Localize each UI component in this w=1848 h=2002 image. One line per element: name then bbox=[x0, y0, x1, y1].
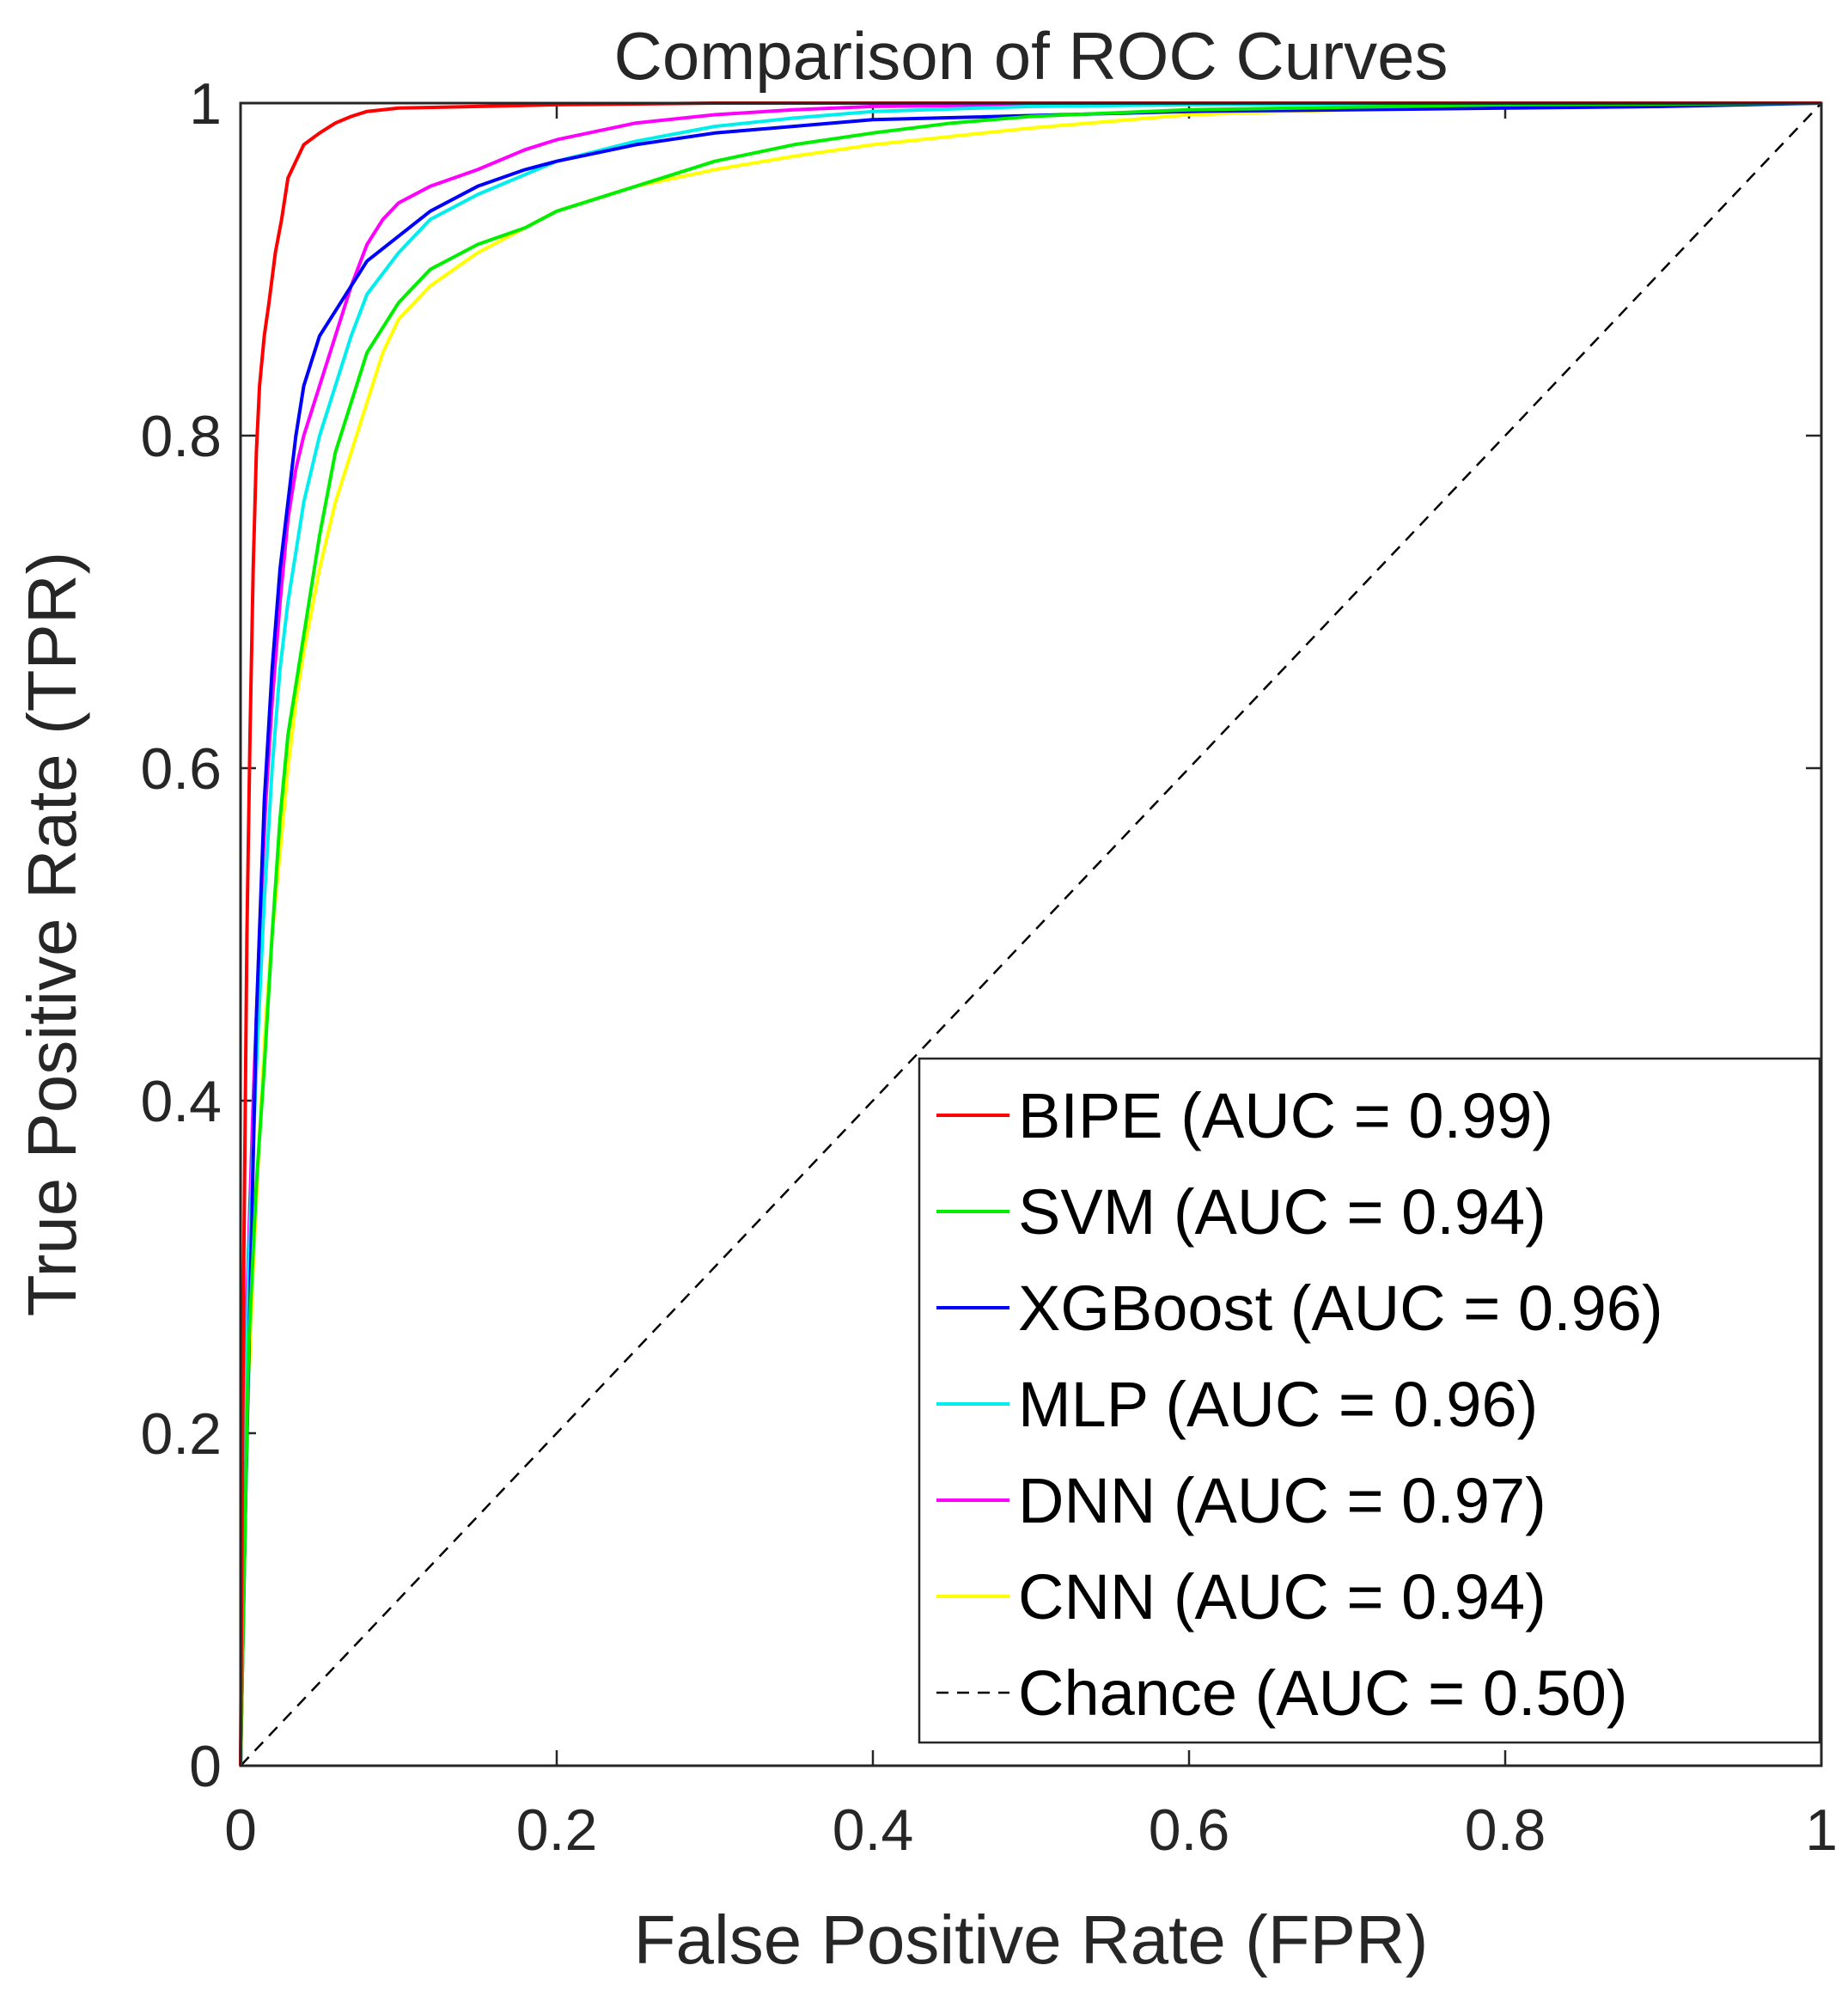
legend-label-xgboost: XGBoost (AUC = 0.96) bbox=[1018, 1273, 1663, 1344]
roc-curve-chance bbox=[240, 102, 1822, 1767]
legend-label-cnn: CNN (AUC = 0.94) bbox=[1018, 1561, 1546, 1633]
legend-label-svm: SVM (AUC = 0.94) bbox=[1018, 1176, 1546, 1248]
y-tick-label: 0.4 bbox=[140, 1069, 222, 1134]
y-tick-label: 0 bbox=[189, 1734, 222, 1799]
legend-label-dnn: DNN (AUC = 0.97) bbox=[1018, 1465, 1546, 1536]
x-tick-label: 0.4 bbox=[833, 1798, 914, 1863]
y-tick-label: 0.6 bbox=[140, 736, 222, 802]
legend-label-chance: Chance (AUC = 0.50) bbox=[1018, 1657, 1628, 1729]
y-tick-label: 1 bbox=[189, 71, 222, 137]
x-tick-label: 1 bbox=[1805, 1798, 1838, 1863]
plot-area-frame bbox=[239, 101, 1823, 1767]
x-tick-label: 0 bbox=[224, 1798, 257, 1863]
legend-box bbox=[918, 1057, 1821, 1744]
legend-label-bipe: BIPE (AUC = 0.99) bbox=[1018, 1080, 1553, 1151]
legend: BIPE (AUC = 0.99) SVM (AUC = 0.94) XGBoost… bbox=[918, 1057, 1821, 1744]
y-axis-label: True Positive Rate (TPR) bbox=[14, 552, 90, 1317]
roc-curve-svm bbox=[239, 101, 1822, 1767]
tick-labels: 0 0.2 0.4 0.6 0.8 1 0 0.2 0.4 0.6 0.8 1 bbox=[140, 71, 1837, 1863]
y-tick-label: 0.8 bbox=[140, 404, 222, 469]
legend-label-mlp: MLP (AUC = 0.96) bbox=[1018, 1369, 1538, 1440]
x-axis-label: False Positive Rate (FPR) bbox=[634, 1901, 1429, 1978]
y-tick-label: 0.2 bbox=[140, 1401, 222, 1467]
x-tick-label: 0.6 bbox=[1149, 1798, 1230, 1863]
roc-curve-mlp bbox=[239, 101, 1821, 1767]
roc-curve-xgboost bbox=[239, 101, 1822, 1767]
chart-title: Comparison of ROC Curves bbox=[614, 18, 1449, 94]
x-tick-label: 0.8 bbox=[1465, 1798, 1546, 1863]
x-tick-label: 0.2 bbox=[516, 1798, 598, 1863]
